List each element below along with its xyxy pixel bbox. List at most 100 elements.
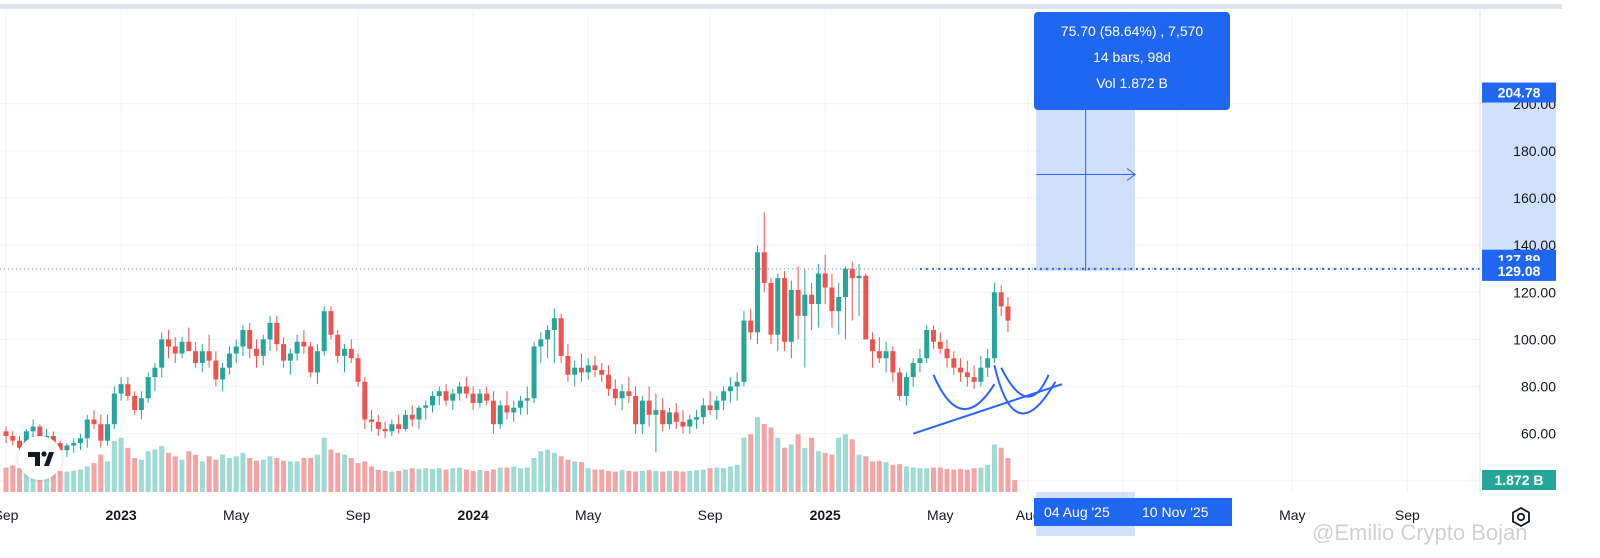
candle-body <box>782 278 788 342</box>
volume-bar <box>138 459 144 492</box>
measure-tooltip: 75.70 (58.64%) , 7,570 14 bars, 98d Vol … <box>1034 12 1230 110</box>
candle-body <box>348 348 354 359</box>
volume-bar <box>44 469 50 492</box>
volume-bar <box>707 468 713 492</box>
volume-bar <box>335 452 341 492</box>
volume-bar <box>57 470 63 492</box>
candle-body <box>260 339 266 356</box>
candle-body <box>883 351 889 359</box>
volume-bar <box>998 447 1004 492</box>
candle-body <box>849 268 855 279</box>
pattern-curve-middle[interactable] <box>993 365 1057 415</box>
measure-end-date: 10 Nov '25 <box>1142 504 1209 520</box>
volume-value-label: 1.872 B <box>1494 472 1543 488</box>
candle-body <box>633 395 639 425</box>
x-tick-label: May <box>223 507 249 523</box>
candle-body <box>30 426 36 432</box>
tradingview-logo[interactable] <box>18 436 62 480</box>
volume-bar <box>754 417 760 492</box>
candle-body <box>132 395 138 411</box>
candle-body <box>497 405 503 425</box>
candle-body <box>91 419 97 425</box>
volume-bar <box>741 437 747 492</box>
volume-bar <box>849 439 855 492</box>
candle-body <box>721 391 727 401</box>
volume-bar <box>409 468 415 492</box>
candle-body <box>707 405 713 411</box>
y-tick-label: 140.00 <box>1513 237 1556 253</box>
volume-bar <box>64 471 70 492</box>
volume-bar <box>226 458 232 492</box>
volume-bar <box>186 451 192 492</box>
current-price-box <box>1482 260 1556 281</box>
volume-bar <box>802 447 808 492</box>
candle-body <box>727 386 733 392</box>
volume-bar <box>660 471 666 492</box>
settings-gear-icon[interactable] <box>1510 506 1532 528</box>
candle-body <box>409 414 415 420</box>
candle-body <box>64 445 70 451</box>
x-tick-label: Sep <box>346 507 371 523</box>
candle-body <box>240 329 246 347</box>
volume-bar <box>694 470 700 492</box>
candle-body <box>971 377 977 382</box>
candle-body <box>301 341 307 347</box>
candle-body <box>511 407 517 413</box>
volume-bar <box>876 460 882 492</box>
volume-bar <box>782 447 788 492</box>
candle-body <box>199 351 205 363</box>
volume-bar <box>111 441 117 492</box>
volume-bar <box>619 469 625 492</box>
candle-body <box>37 426 43 441</box>
x-tick-label: Sep <box>698 507 723 523</box>
volume-bar <box>375 469 381 492</box>
measure-date-range: 04 Aug '25 10 Nov '25 <box>1034 498 1232 526</box>
pattern-curve-left[interactable] <box>932 374 996 411</box>
candle-body <box>741 320 747 382</box>
candle-body <box>477 393 483 404</box>
candle-body <box>443 391 449 401</box>
volume-bar <box>551 452 557 492</box>
trendline[interactable] <box>912 383 1063 435</box>
volume-bar <box>152 449 158 492</box>
candle-body <box>680 421 686 427</box>
volume-bar <box>633 471 639 492</box>
candle-body <box>599 370 605 375</box>
volume-bar <box>369 466 375 492</box>
volume-bar <box>490 469 496 492</box>
measure-tooltip-line3: Vol 1.872 B <box>1096 75 1168 91</box>
candle-body <box>186 341 192 352</box>
candle-body <box>247 329 253 349</box>
y-tick-label: 100.00 <box>1513 331 1556 347</box>
pattern-curve-right[interactable] <box>1000 367 1050 398</box>
y-tick-label: 160.00 <box>1513 190 1556 206</box>
volume-bar <box>253 460 259 492</box>
candle-body <box>754 252 760 333</box>
candle-body <box>281 344 287 361</box>
volume-bar <box>727 466 733 492</box>
volume-bar <box>775 437 781 492</box>
candle-body <box>518 400 524 408</box>
volume-bar <box>477 469 483 492</box>
candle-body <box>673 412 679 422</box>
candle-body <box>809 294 815 305</box>
volume-bar <box>132 458 138 492</box>
volume-bar <box>179 459 185 492</box>
candle-body <box>111 393 117 425</box>
candle-body <box>342 348 347 356</box>
volume-bar <box>585 468 591 492</box>
candle-body <box>572 367 578 375</box>
volume-bar <box>653 470 659 492</box>
volume-bar <box>260 459 266 492</box>
candle-body <box>416 407 422 420</box>
volume-bar <box>572 461 578 492</box>
volume-bar <box>890 464 896 492</box>
candle-body <box>335 334 341 356</box>
volume-bar <box>267 456 273 492</box>
candle-body <box>734 381 740 387</box>
volume-bar <box>545 449 551 492</box>
volume-bar <box>761 424 767 492</box>
candle-body <box>639 400 645 425</box>
candle-body <box>694 417 700 420</box>
